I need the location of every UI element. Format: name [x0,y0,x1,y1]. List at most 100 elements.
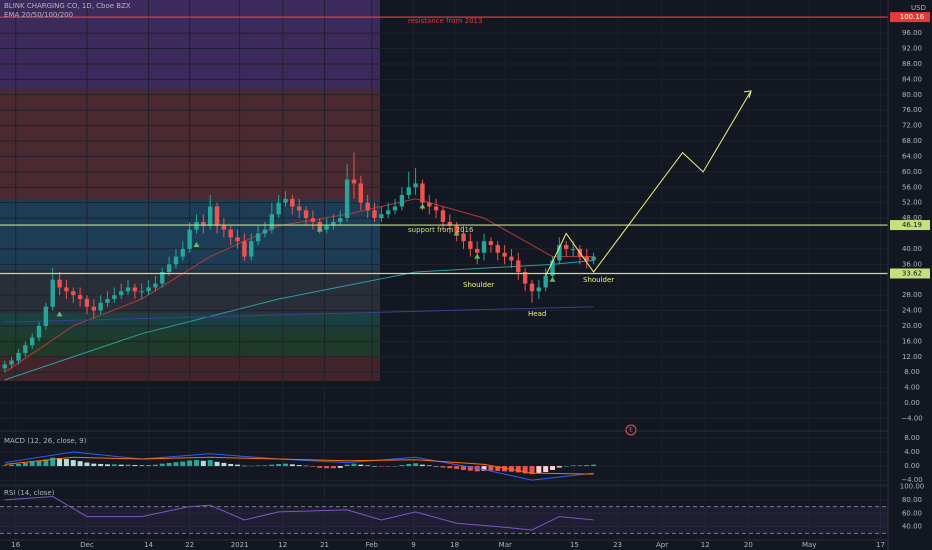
macd-bar [536,466,542,474]
y-tick-label: 8.00 [904,434,920,442]
candle-body [536,287,542,292]
candle-body [132,287,138,292]
candle-body [180,248,186,257]
macd-bar [330,466,336,469]
macd-bar [550,466,556,470]
x-tick-label: 18 [450,541,459,549]
candle-body [495,245,500,253]
x-tick-label: 17 [876,541,885,549]
y-tick-label: 36.00 [902,260,922,268]
y-tick-label: 80.00 [902,496,922,504]
level-label: support from 2016 [408,226,474,234]
candle-body [358,183,364,203]
macd-bar [426,465,432,467]
candle-body [249,241,254,257]
candle-body [522,272,528,284]
candle-body [379,214,384,219]
candle-body [9,360,14,365]
macd-bar [584,465,590,467]
macd-bar [269,464,275,467]
macd-bar [283,463,289,467]
candle-body [276,202,281,215]
candle-body [516,260,521,273]
candle-body [71,291,76,296]
annotation: Head [528,310,546,318]
macd-bar [146,465,152,467]
macd-bar [310,466,316,467]
macd-bar [132,465,138,467]
candle-body [201,221,206,226]
chart-title: BLINK CHARGING CO, 1D, Cboe BZX [4,2,131,10]
candle-body [529,283,535,292]
x-tick-label: 21 [320,541,329,549]
macd-bar [324,466,330,469]
y-tick-label: 40.00 [902,245,922,253]
macd-bar [77,461,83,467]
candle-body [399,194,405,207]
signal-marker [193,242,200,248]
macd-bar [2,465,8,467]
candle-body [57,279,62,288]
y-tick-label: 4.00 [904,448,920,456]
y-tick-label: 24.00 [902,307,922,315]
macd-bar [358,464,364,467]
macd-bar [406,463,412,467]
y-tick-label: 56.00 [902,183,922,191]
candle-body [194,221,199,230]
x-tick-label: 2021 [231,541,249,549]
price-tag-label: 100.16 [900,13,925,21]
macd-bar [591,464,597,467]
macd-bar [228,463,234,467]
rsi-title: RSI (14, close) [4,489,55,497]
candle-body [16,352,21,361]
candle-body [235,237,240,242]
x-tick-label: 15 [570,541,579,549]
event-label[interactable]: E [629,427,633,434]
macd-bar [296,465,302,467]
y-tick-label: 100.00 [900,483,925,491]
price-tag-label: 33.62 [902,269,922,277]
macd-bar [9,464,15,467]
y-tick-label: 88.00 [902,60,922,68]
macd-bar [50,457,56,467]
y-tick-label: 84.00 [902,75,922,83]
candle-body [118,291,124,296]
macd-bar [63,459,69,467]
macd-bar [502,466,508,472]
candle-body [420,183,425,203]
macd-bar [22,462,28,467]
candle-body [262,229,268,234]
y-tick-label: 28.00 [902,291,922,299]
macd-bar [57,458,63,467]
candle-body [488,241,494,246]
macd-bar [125,464,131,467]
y-tick-label: −4.00 [901,476,922,484]
macd-bar [152,464,158,467]
candle-body [283,198,288,203]
y-tick-label: 48.00 [902,214,922,222]
y-tick-label: 68.00 [902,137,922,145]
candle-body [153,283,158,288]
macd-bar [433,466,439,467]
candle-body [91,306,96,311]
macd-bar [337,466,343,468]
macd-bar [207,460,213,467]
candle-body [64,287,69,292]
y-tick-label: 0.00 [904,462,920,470]
signal-marker [549,276,556,282]
candle-body [43,306,49,326]
candle-body [475,248,480,253]
macd-bar [440,466,446,468]
macd-bar [29,461,35,467]
candle-body [98,302,103,311]
candle-body [207,206,213,226]
candle-body [221,225,227,230]
candle-body [331,221,336,226]
macd-bar [98,463,104,467]
event-icon[interactable] [625,424,637,436]
macd-line [4,451,594,481]
macd-bar [187,460,193,467]
y-tick-label: 96.00 [902,29,922,37]
candle-body [2,364,7,369]
candle-body [269,214,275,230]
